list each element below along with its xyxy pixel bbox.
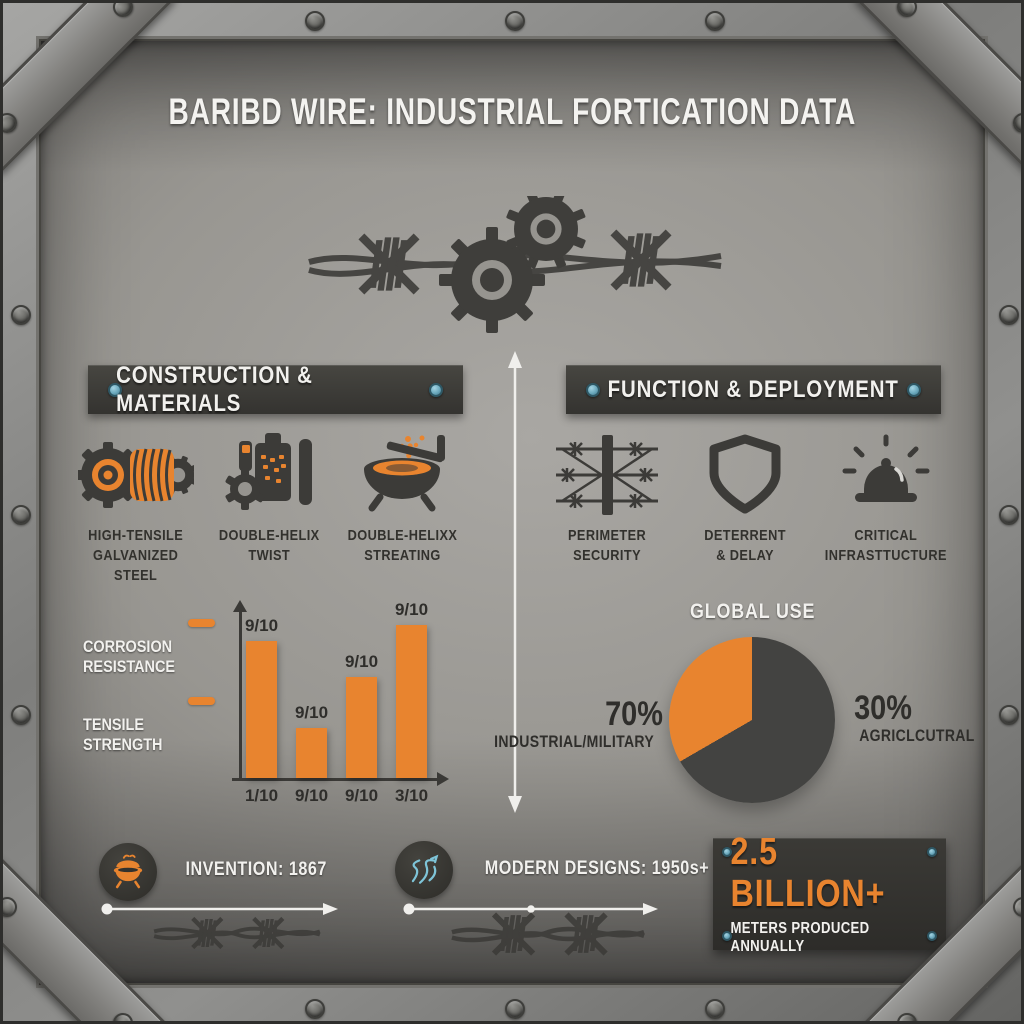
feature-item: DOUBLE-HELIX TWIST [202,433,335,585]
rivet-icon [722,847,732,857]
construction-icons-row: HIGH-TENSILE GALVANIZED STEEL [69,433,469,585]
bar: 9/10 [344,652,379,778]
barbed-wire-motif [153,907,321,959]
timeline-arrow [403,903,658,915]
rivet-icon [999,505,1019,525]
rivet-icon [705,999,725,1019]
rivet-icon [927,847,937,857]
bar-value-label: 9/10 [344,652,379,671]
section-header-label: FUNCTION & DEPLOYMENT [608,375,899,403]
bar-chart-categories: 1/10 9/10 9/10 3/10 [244,786,429,806]
alarm-icon [842,434,930,502]
twist-machine-icon [225,433,312,510]
rivet-icon [999,305,1019,325]
legend-label: CORROSION RESISTANCE [83,637,176,676]
barbed-wire-gears-graphic [308,196,722,333]
section-header-construction: CONSTRUCTION & MATERIALS [88,362,463,417]
bar-chart-legend: CORROSION RESISTANCE TENSILE STRENGTH [71,619,231,775]
bar-chart-x-axis [232,772,449,786]
rivet-icon [892,3,922,22]
bar-chart-y-axis [233,600,247,778]
bar-value-label: 9/10 [394,600,429,619]
rivet-icon [108,3,138,22]
bar-value-label: 9/10 [294,703,329,722]
rivet-icon [1008,108,1021,138]
rivet-icon [907,382,921,397]
rivet-icon [108,1008,138,1021]
rivet-icon [305,999,325,1019]
pie-slice-label-agricultural: 30% AGRICLCUTRAL [854,689,975,745]
rivet-icon [505,11,525,31]
bar-chart-bars: 9/10 9/10 9/10 9/10 [244,600,429,778]
rivet-icon [3,108,22,138]
feature-label: PERIMETER SECURITY [567,527,647,564]
shield-icon [709,434,781,514]
feature-label: CRITICAL INFRASTTUCTURE [825,527,948,564]
bar-category-label: 9/10 [344,786,379,805]
feature-item: PERIMETER SECURITY [538,433,676,566]
timeline-label-invention: INVENTION: 1867 [185,859,327,880]
bar: 9/10 [394,600,429,778]
pie-slice-label-industrial: 70% INDUSTRIAL/MILITARY [493,695,663,751]
timeline-arrow [101,903,338,915]
section-header-function: FUNCTION & DEPLOYMENT [566,365,941,414]
rivet-icon [999,705,1019,725]
feature-label: HIGH-TENSILE GALVANIZED STEEL [88,527,184,584]
content-panel [41,41,983,983]
legend-dash-icon [188,697,215,705]
rivet-icon [927,931,937,941]
vertical-double-arrow [508,351,522,813]
feature-label: DOUBLE-HELIX TWIST [218,527,320,564]
bar: 9/10 [294,703,329,778]
timeline-icon-circle [99,843,157,901]
stat-badge: 2.5 BILLION+ METERS PRODUCED ANNUALLY [713,831,946,955]
feature-label: DETERRENT & DELAY [704,527,787,564]
bar-category-label: 1/10 [244,786,279,805]
pie-chart [669,637,835,803]
feature-item: HIGH-TENSILE GALVANIZED STEEL [69,433,202,585]
barbed-fence-icon [556,435,659,515]
rivet-icon [892,1008,922,1021]
pie-chart-title: GLOBAL USE [690,600,816,623]
gear-wire-spool-icon [77,442,194,508]
rivet-icon [305,11,325,31]
function-icons-row: PERIMETER SECURITY DETERRENT & DELAY [538,433,958,566]
timeline-icon-circle [395,841,453,899]
cauldron-icon [113,854,143,889]
page-title: BARIBD WIRE: INDUSTRIAL FORTICATION DATA [168,91,856,132]
rivet-icon [11,305,31,325]
bar-category-label: 3/10 [394,786,429,805]
rivet-icon [3,892,22,922]
rivet-icon [429,382,443,397]
feature-item: DETERRENT & DELAY [676,433,814,566]
rivet-icon [586,382,600,397]
stat-caption: METERS PRODUCED ANNUALLY [730,919,870,955]
rivet-icon [108,382,122,397]
rivet-icon [722,931,732,941]
bar: 9/10 [244,616,279,778]
rivet-icon [505,999,525,1019]
rivet-icon [11,705,31,725]
molten-cauldron-icon [364,435,446,512]
legend-dash-icon [188,619,215,627]
rivet-icon [1008,892,1021,922]
section-header-label: CONSTRUCTION & MATERIALS [116,361,313,417]
feature-label: DOUBLE-HELIXX STREATING [347,527,458,564]
timeline-label-modern: MODERN DESIGNS: 1950s+ [484,858,710,879]
barbed-wire-motif [451,905,645,963]
rivet-icon [11,505,31,525]
bar-value-label: 9/10 [244,616,279,635]
rivet-icon [705,11,725,31]
feature-item: DOUBLE-HELIXX STREATING [336,433,469,585]
stat-value: 2.5 BILLION+ [730,831,886,915]
legend-label: TENSILE STRENGTH [83,715,163,754]
bar-category-label: 9/10 [294,786,329,805]
modern-wire-icon [411,854,439,884]
feature-item: CRITICAL INFRASTTUCTURE [814,433,958,566]
